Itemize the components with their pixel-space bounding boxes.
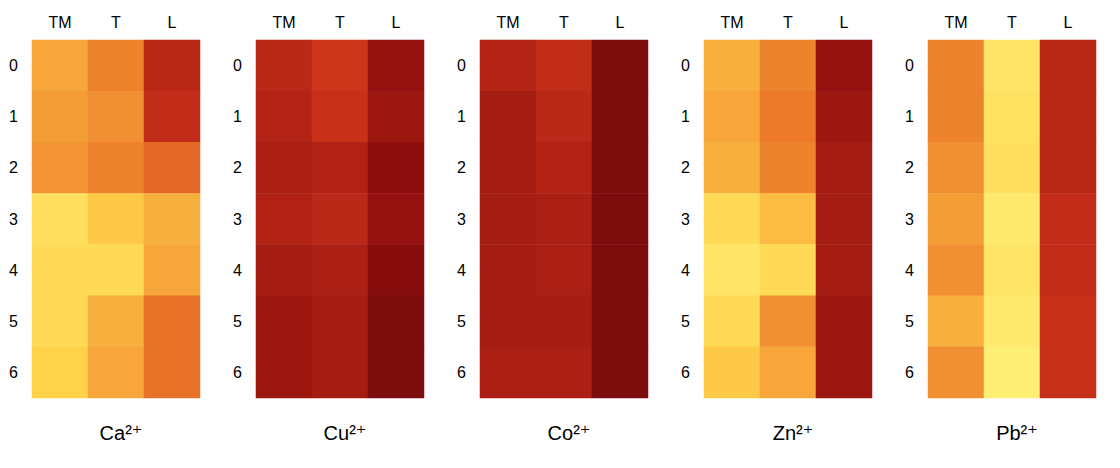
- svg-text:6: 6: [233, 364, 242, 381]
- svg-text:3: 3: [457, 211, 466, 228]
- svg-text:5: 5: [457, 313, 466, 330]
- svg-text:4: 4: [681, 262, 690, 279]
- svg-text:1: 1: [681, 108, 690, 125]
- svg-text:TM: TM: [48, 14, 71, 31]
- svg-text:TM: TM: [944, 14, 967, 31]
- svg-text:6: 6: [457, 364, 466, 381]
- svg-text:4: 4: [457, 262, 466, 279]
- svg-text:0: 0: [9, 57, 18, 74]
- svg-text:T: T: [111, 14, 121, 31]
- svg-text:3: 3: [681, 211, 690, 228]
- svg-text:L: L: [840, 14, 849, 31]
- svg-text:0: 0: [905, 57, 914, 74]
- svg-text:3: 3: [233, 211, 242, 228]
- svg-text:3: 3: [9, 211, 18, 228]
- svg-text:Zn²⁺: Zn²⁺: [773, 422, 814, 444]
- svg-text:2: 2: [9, 159, 18, 176]
- svg-text:0: 0: [233, 57, 242, 74]
- svg-text:L: L: [392, 14, 401, 31]
- svg-text:4: 4: [905, 262, 914, 279]
- svg-text:1: 1: [9, 108, 18, 125]
- svg-text:6: 6: [905, 364, 914, 381]
- svg-text:L: L: [1064, 14, 1073, 31]
- svg-text:4: 4: [233, 262, 242, 279]
- svg-text:1: 1: [457, 108, 466, 125]
- svg-text:6: 6: [9, 364, 18, 381]
- svg-text:5: 5: [905, 313, 914, 330]
- svg-text:T: T: [335, 14, 345, 31]
- svg-text:L: L: [168, 14, 177, 31]
- svg-text:Pb²⁺: Pb²⁺: [996, 422, 1038, 444]
- svg-text:0: 0: [681, 57, 690, 74]
- svg-text:1: 1: [233, 108, 242, 125]
- svg-text:T: T: [783, 14, 793, 31]
- svg-text:5: 5: [9, 313, 18, 330]
- svg-text:1: 1: [905, 108, 914, 125]
- svg-text:5: 5: [681, 313, 690, 330]
- svg-text:Co²⁺: Co²⁺: [548, 422, 591, 444]
- svg-text:TM: TM: [720, 14, 743, 31]
- svg-text:Ca²⁺: Ca²⁺: [100, 422, 143, 444]
- svg-text:T: T: [1007, 14, 1017, 31]
- svg-text:4: 4: [9, 262, 18, 279]
- svg-text:TM: TM: [272, 14, 295, 31]
- svg-text:2: 2: [233, 159, 242, 176]
- svg-text:2: 2: [905, 159, 914, 176]
- svg-text:Cu²⁺: Cu²⁺: [324, 422, 367, 444]
- svg-text:L: L: [616, 14, 625, 31]
- svg-text:2: 2: [681, 159, 690, 176]
- svg-text:3: 3: [905, 211, 914, 228]
- svg-text:6: 6: [681, 364, 690, 381]
- svg-text:TM: TM: [496, 14, 519, 31]
- svg-text:T: T: [559, 14, 569, 31]
- svg-text:0: 0: [457, 57, 466, 74]
- svg-text:5: 5: [233, 313, 242, 330]
- svg-text:2: 2: [457, 159, 466, 176]
